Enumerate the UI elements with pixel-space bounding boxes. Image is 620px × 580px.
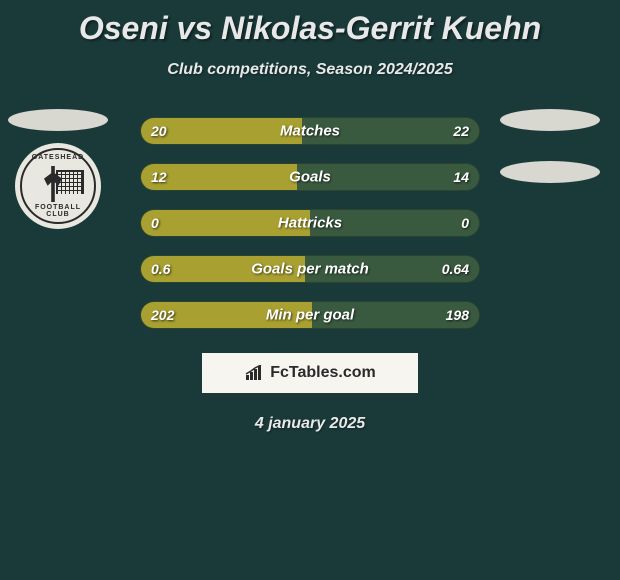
badge-bottom-text: FOOTBALL CLUB — [22, 204, 94, 218]
right-value: 22 — [453, 123, 469, 139]
right-value: 198 — [446, 307, 469, 323]
attribution-text: FcTables.com — [270, 364, 376, 382]
left-player-column: GATESHEAD FOOTBALL CLUB — [8, 109, 108, 229]
stat-row: 202 198 Min per goal — [140, 301, 480, 329]
stat-label: Hattricks — [278, 215, 342, 232]
right-value: 14 — [453, 169, 469, 185]
stat-row: 0 0 Hattricks — [140, 209, 480, 237]
stat-label: Goals — [289, 169, 331, 186]
right-value: 0 — [461, 215, 469, 231]
stat-row: 0.6 0.64 Goals per match — [140, 255, 480, 283]
subtitle: Club competitions, Season 2024/2025 — [0, 61, 620, 79]
left-value: 20 — [151, 123, 167, 139]
badge-top-text: GATESHEAD — [22, 154, 94, 161]
left-value: 0.6 — [151, 261, 170, 277]
date-label: 4 january 2025 — [0, 415, 620, 433]
stat-row: 20 22 Matches — [140, 117, 480, 145]
stat-bars: 20 22 Matches 12 14 Goals 0 0 Hattricks 0.6 0.64 Go… — [140, 117, 480, 329]
stat-label: Goals per match — [251, 261, 369, 278]
left-value: 202 — [151, 307, 174, 323]
player-avatar-placeholder — [500, 109, 600, 131]
club-badge-gateshead: GATESHEAD FOOTBALL CLUB — [15, 143, 101, 229]
bar-chart-icon — [244, 365, 264, 381]
page-title: Oseni vs Nikolas-Gerrit Kuehn — [0, 0, 620, 47]
comparison-chart: GATESHEAD FOOTBALL CLUB 20 22 Matches 12 14 G… — [0, 117, 620, 329]
right-value: 0.64 — [442, 261, 469, 277]
stat-label: Min per goal — [266, 307, 354, 324]
attribution-banner: FcTables.com — [202, 353, 418, 393]
stat-label: Matches — [280, 123, 340, 140]
left-value: 0 — [151, 215, 159, 231]
left-value: 12 — [151, 169, 167, 185]
player-avatar-placeholder — [8, 109, 108, 131]
right-player-column — [500, 109, 600, 183]
stat-row: 12 14 Goals — [140, 163, 480, 191]
club-badge-placeholder — [500, 161, 600, 183]
